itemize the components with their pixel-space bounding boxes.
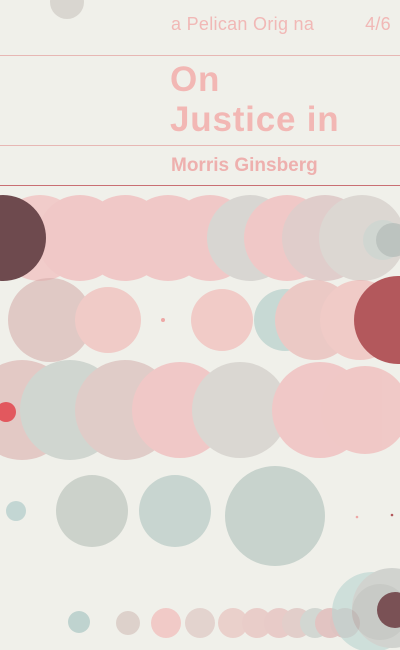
pattern-circle <box>355 515 359 519</box>
pattern-circle <box>6 501 26 521</box>
pattern-circle <box>161 318 165 322</box>
series-name: a Pelican Orig na <box>171 14 315 34</box>
pattern-circle <box>321 366 400 454</box>
book-title: On Justice in <box>170 60 398 140</box>
pattern-circle <box>0 402 16 422</box>
pattern-circle <box>50 0 84 19</box>
pattern-circle <box>116 611 140 635</box>
title-line-1: On <box>170 60 221 99</box>
pattern-circle <box>376 223 400 257</box>
pattern-circle <box>354 276 400 364</box>
pattern-circle <box>185 608 215 638</box>
series-header: a Pelican Orig na 4/6 <box>171 14 391 35</box>
pattern-circle <box>377 592 400 628</box>
pattern-circle <box>390 513 394 517</box>
bottom-rule <box>0 185 400 186</box>
pattern-circle <box>151 608 181 638</box>
pattern-circle <box>68 611 90 633</box>
title-line-2: Justice in <box>170 100 340 139</box>
pattern-circle <box>139 475 211 547</box>
pattern-circle <box>218 608 248 638</box>
pattern-circle <box>225 466 325 566</box>
author-name: Morris Ginsberg <box>171 155 318 176</box>
pattern-circle <box>191 289 253 351</box>
pattern-circle <box>192 362 288 458</box>
pattern-circle <box>56 475 128 547</box>
pattern-circle <box>8 278 92 362</box>
price-label: 4/6 <box>365 14 391 34</box>
pattern-circle <box>75 287 141 353</box>
top-rule <box>0 55 400 56</box>
pattern-circle <box>242 608 272 638</box>
pattern-circle <box>0 195 46 281</box>
middle-rule <box>0 145 400 146</box>
